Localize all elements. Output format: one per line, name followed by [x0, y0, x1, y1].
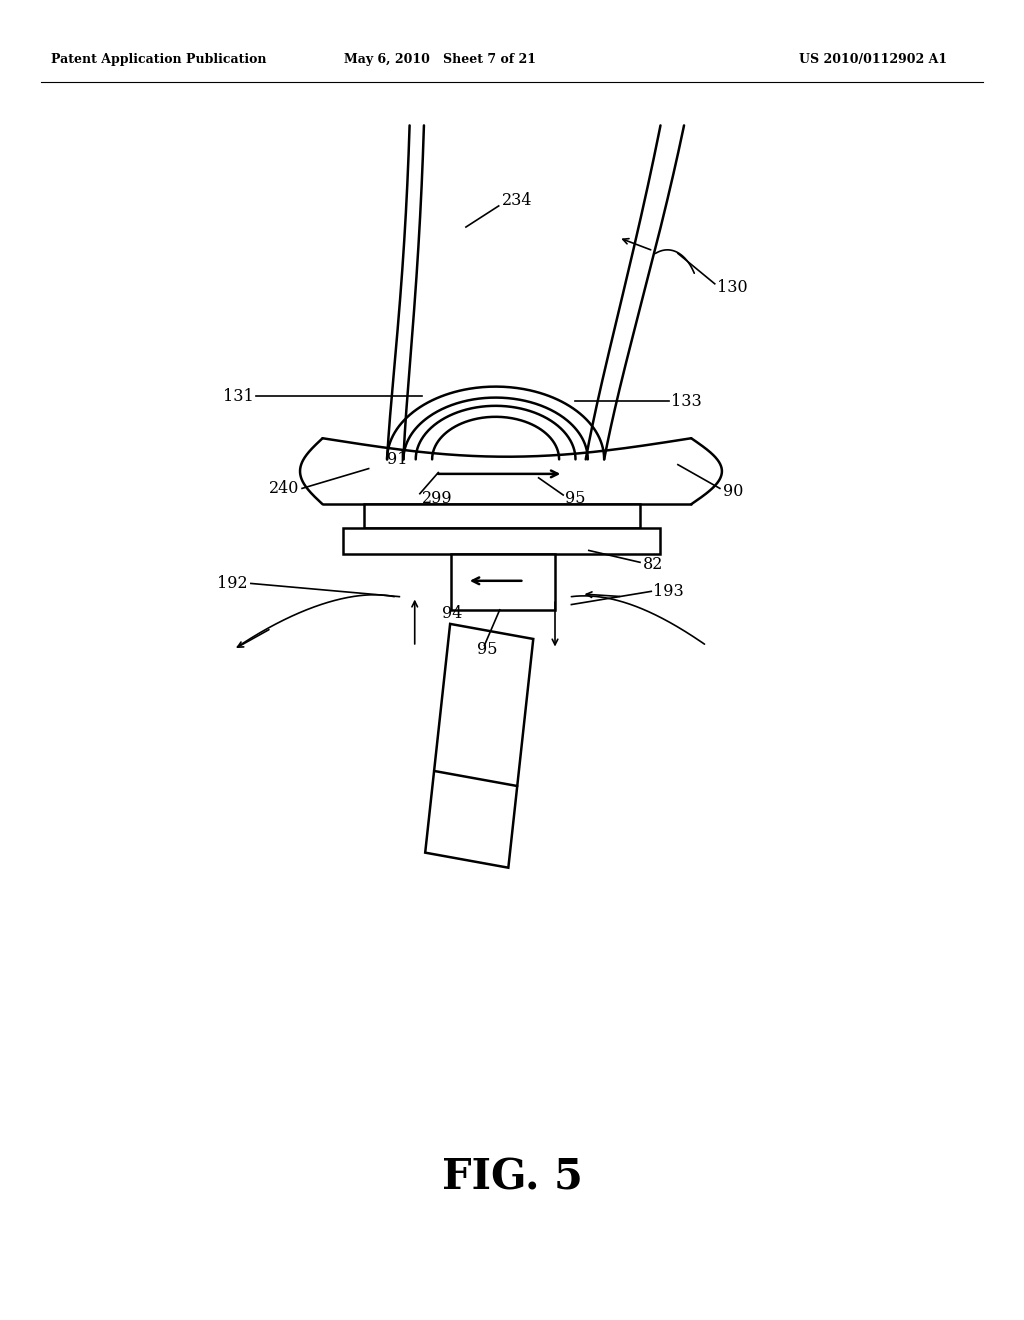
Text: 299: 299	[422, 491, 453, 507]
Text: 130: 130	[717, 280, 748, 296]
Text: 193: 193	[653, 583, 684, 599]
Text: 131: 131	[223, 388, 254, 404]
Text: May 6, 2010   Sheet 7 of 21: May 6, 2010 Sheet 7 of 21	[344, 53, 537, 66]
Text: 95: 95	[565, 491, 586, 507]
Text: 91: 91	[387, 451, 408, 467]
Text: 82: 82	[643, 557, 664, 573]
Polygon shape	[364, 504, 640, 528]
Text: 90: 90	[723, 483, 743, 499]
Text: 240: 240	[268, 480, 299, 496]
Polygon shape	[343, 528, 660, 554]
Text: Patent Application Publication: Patent Application Publication	[51, 53, 266, 66]
Text: US 2010/0112902 A1: US 2010/0112902 A1	[799, 53, 947, 66]
Polygon shape	[425, 624, 534, 867]
Text: 94: 94	[442, 606, 463, 622]
Text: 234: 234	[502, 193, 532, 209]
Text: 95: 95	[477, 642, 498, 657]
Polygon shape	[451, 554, 555, 610]
Text: 192: 192	[217, 576, 248, 591]
Text: 133: 133	[671, 393, 701, 409]
Text: FIG. 5: FIG. 5	[441, 1156, 583, 1199]
